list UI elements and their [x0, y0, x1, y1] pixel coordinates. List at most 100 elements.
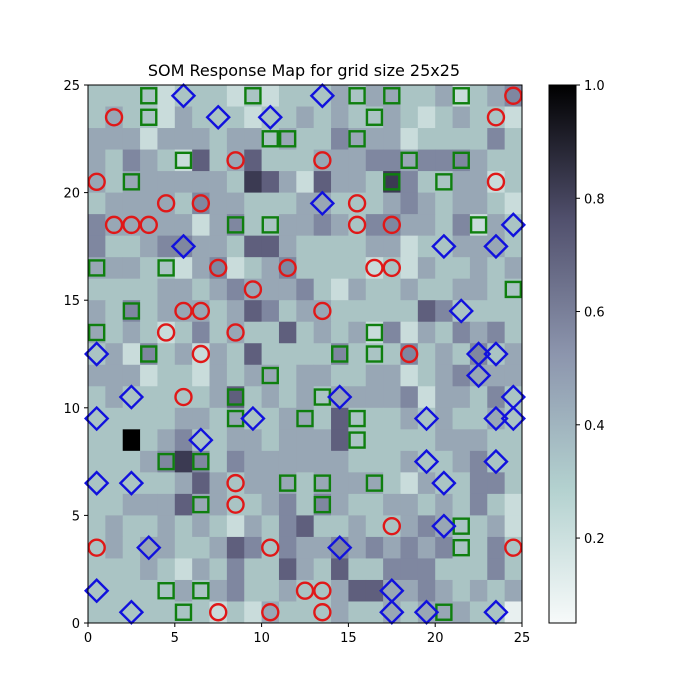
heatmap-cell: [383, 85, 401, 107]
heatmap-cell: [278, 450, 297, 473]
heatmap-cell: [400, 192, 419, 215]
heatmap-cell: [296, 515, 315, 538]
heatmap-cell: [278, 343, 297, 366]
heatmap-cell: [296, 429, 315, 452]
y-tick-label: 0: [72, 617, 80, 632]
heatmap-cell: [174, 558, 193, 581]
heatmap-cell: [331, 450, 349, 473]
diamond-marker: [483, 448, 509, 475]
heatmap-cell: [209, 515, 228, 538]
heatmap-cell: [226, 192, 245, 215]
heatmap-cell: [400, 579, 419, 602]
heatmap-cell: [331, 128, 349, 150]
heatmap-cell: [400, 235, 419, 258]
heatmap-cell: [122, 171, 141, 193]
heatmap-cell: [278, 300, 297, 323]
heatmap-cell: [487, 515, 506, 538]
heatmap-cell: [157, 128, 176, 150]
square-marker: [278, 130, 297, 148]
heatmap-cell: [174, 192, 193, 215]
circle-marker: [313, 581, 332, 600]
heatmap-cell: [417, 128, 436, 150]
heatmap-cell: [88, 343, 106, 366]
heatmap-cell: [105, 343, 124, 366]
heatmap-cell: [192, 579, 210, 602]
heatmap-cell: [417, 515, 436, 538]
heatmap-cell: [487, 300, 506, 323]
heatmap-cell: [313, 235, 332, 258]
heatmap-cell: [244, 300, 262, 323]
heatmap-cell: [417, 85, 436, 107]
heatmap-cell: [174, 579, 193, 602]
heatmap-cell: [122, 536, 141, 559]
heatmap-cell: [383, 472, 401, 495]
diamond-marker: [83, 405, 110, 432]
heatmap-cell: [348, 128, 367, 150]
circle-marker: [156, 194, 176, 213]
heatmap-cell: [105, 429, 124, 452]
heatmap-cell: [209, 128, 228, 150]
diamond-marker: [500, 212, 527, 238]
heatmap-cell: [296, 149, 315, 172]
heatmap-cell: [417, 343, 436, 366]
diamond-marker: [170, 233, 197, 260]
heatmap-cell: [487, 128, 506, 150]
heatmap-cell: [400, 515, 419, 538]
heatmap-cell: [313, 278, 332, 301]
circle-marker: [504, 538, 523, 557]
heatmap-cell: [226, 85, 245, 107]
heatmap-cell: [452, 300, 471, 323]
heatmap-cell: [365, 321, 384, 344]
heatmap-cell: [435, 235, 453, 258]
heatmap-cell: [331, 85, 349, 107]
circle-marker: [313, 301, 332, 321]
heatmap-cell: [435, 257, 453, 280]
heatmap-cell: [331, 386, 349, 409]
heatmap-cell: [400, 214, 419, 237]
heatmap-cell: [88, 407, 106, 430]
heatmap-cell: [348, 579, 367, 602]
heatmap-cell: [88, 601, 106, 624]
heatmap-cell: [348, 472, 367, 495]
heatmap-cell: [261, 450, 280, 473]
heatmap-cell: [278, 321, 297, 344]
heatmap-cell: [400, 386, 419, 409]
heatmap-cell: [296, 128, 315, 150]
heatmap-cell: [88, 300, 106, 323]
heatmap-cell: [365, 386, 384, 409]
heatmap-cell: [487, 601, 506, 624]
heatmap-cell: [417, 300, 436, 323]
heatmap-cell: [157, 171, 176, 193]
heatmap-cell: [313, 429, 332, 452]
heatmap-cell: [348, 364, 367, 387]
heatmap-cell: [296, 85, 315, 107]
heatmap-cell: [278, 536, 297, 559]
diamond-marker: [83, 341, 110, 367]
heatmap-cell: [157, 515, 176, 538]
x-tick-label: 5: [171, 631, 179, 646]
heatmap-cell: [105, 601, 124, 624]
heatmap-cell: [296, 343, 315, 366]
heatmap-cell: [504, 106, 523, 129]
heatmap-cell: [278, 278, 297, 301]
heatmap-cell: [157, 364, 176, 387]
heatmap-cell: [261, 493, 280, 516]
heatmap-cell: [452, 407, 471, 430]
heatmap-cell: [435, 493, 453, 516]
heatmap-cell: [417, 558, 436, 581]
square-marker: [452, 87, 470, 105]
heatmap-cell: [244, 558, 262, 581]
heatmap-cell: [88, 235, 106, 258]
circle-marker: [347, 194, 367, 213]
heatmap-cell: [140, 85, 158, 107]
heatmap-cell: [226, 214, 245, 237]
circle-marker: [365, 258, 384, 278]
heatmap-cell: [192, 214, 210, 237]
diamond-marker: [240, 405, 266, 432]
heatmap-cell: [140, 407, 158, 430]
heatmap-cell: [122, 429, 141, 452]
heatmap-cell: [105, 493, 124, 516]
heatmap-cell: [383, 321, 401, 344]
heatmap-cell: [122, 386, 141, 409]
heatmap-cell: [122, 106, 141, 129]
